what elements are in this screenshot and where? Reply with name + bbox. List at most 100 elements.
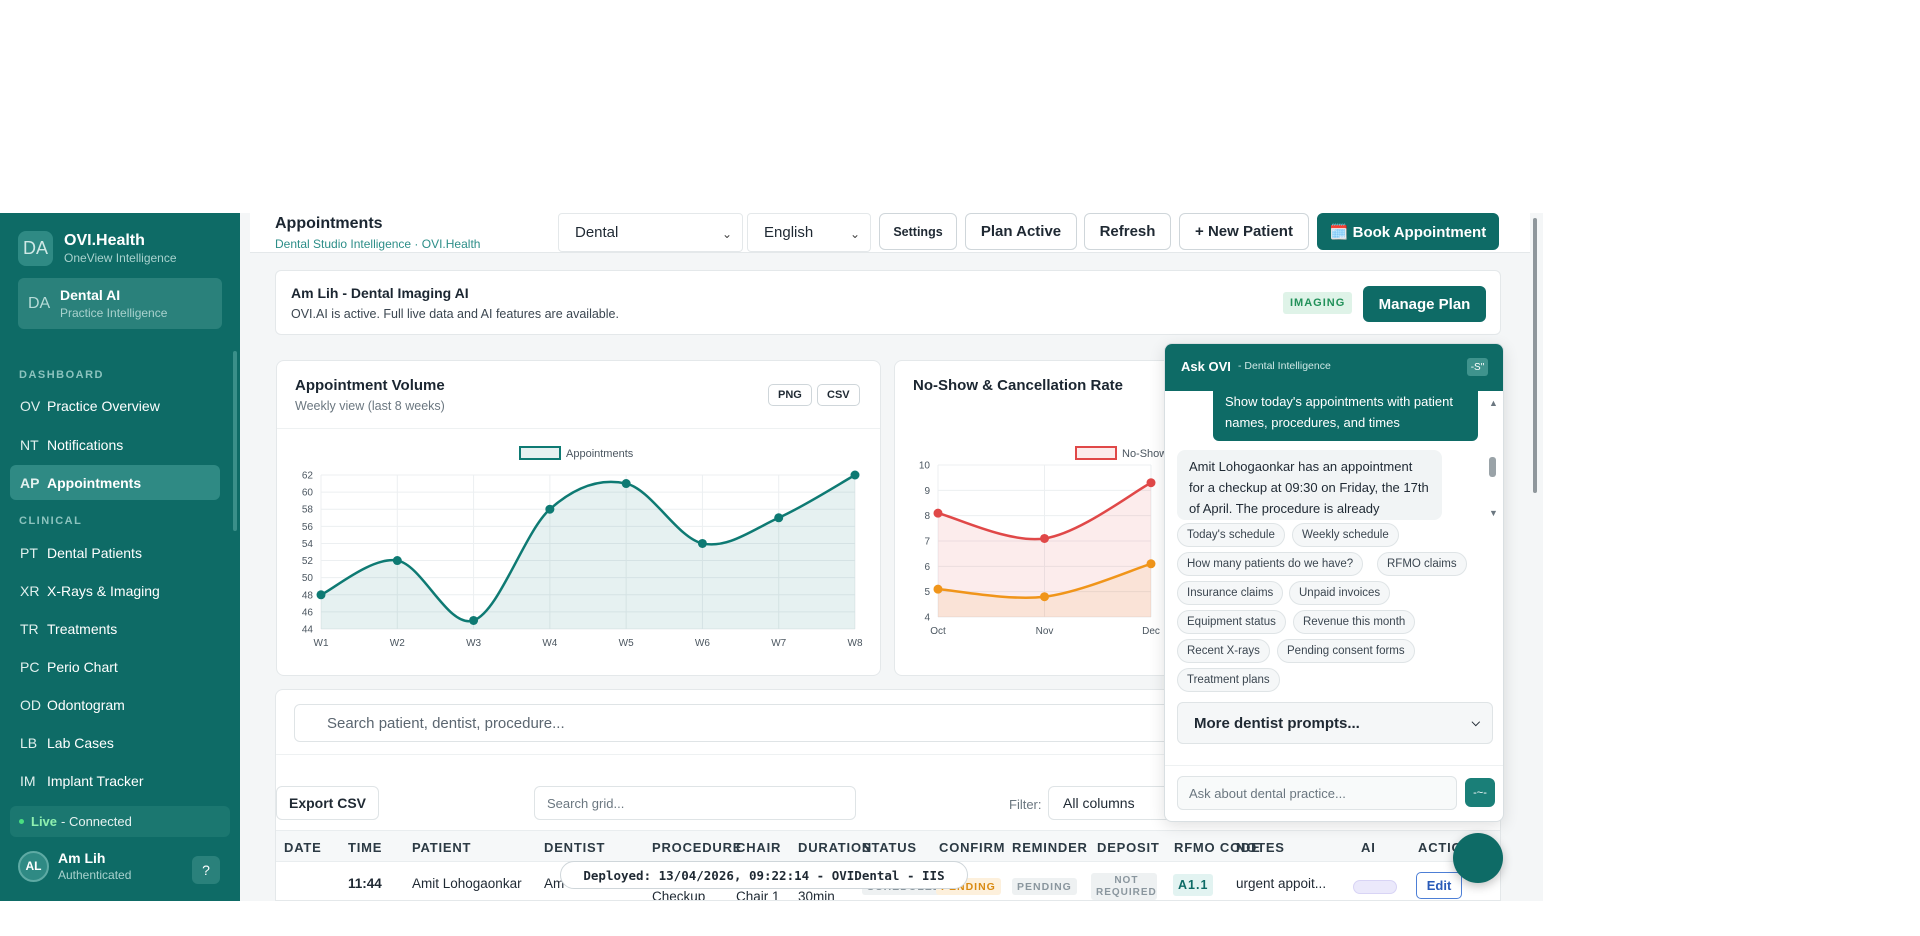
more-prompts-label: More dentist prompts... [1194, 714, 1360, 732]
sidebar-item-practice-overview[interactable]: OV Practice Overview [10, 388, 220, 423]
prompt-chip[interactable]: How many patients do we have? [1177, 552, 1364, 576]
manage-plan-button[interactable]: Manage Plan [1363, 286, 1486, 322]
legend-label: No-Show [1122, 448, 1167, 460]
chevron-down-icon: ⌵ [1471, 717, 1480, 729]
chart-subtitle: Weekly view (last 8 weeks) [295, 399, 445, 413]
language-select[interactable]: English ⌄ [747, 213, 871, 252]
sidebar-item-implant-tracker[interactable]: IM Implant Tracker [10, 763, 220, 798]
prompt-chip[interactable]: Unpaid invoices [1289, 581, 1391, 605]
column-header[interactable]: PROCEDURE [652, 840, 743, 855]
sidebar-scrollbar[interactable] [233, 351, 237, 531]
user-profile[interactable]: AL Am Lih Authenticated [18, 850, 131, 882]
deposit-badge: NOT REQUIRED [1091, 873, 1157, 900]
y-tick-label: 8 [924, 511, 930, 522]
prompt-chip[interactable]: Equipment status [1177, 610, 1286, 634]
sidebar-item-label: Practice Overview [47, 397, 160, 414]
column-header[interactable]: DATE [284, 840, 322, 855]
column-header[interactable]: NOTES [1236, 840, 1285, 855]
sidebar-item-notifications[interactable]: NT Notifications [10, 427, 220, 462]
column-header[interactable]: CONFIRM [939, 840, 1006, 855]
y-tick-label: 10 [919, 461, 931, 472]
assistant-fab-button[interactable] [1453, 833, 1503, 883]
sidebar-item-treatments[interactable]: TR Treatments [10, 611, 220, 646]
help-button[interactable]: ? [192, 856, 220, 884]
y-tick-label: 52 [302, 556, 314, 567]
sidebar-item-label: Odontogram [47, 696, 125, 713]
column-header[interactable]: CHAIR [736, 840, 782, 855]
book-appointment-button[interactable]: 🗓️ Book Appointment [1317, 213, 1499, 250]
prompt-chip[interactable]: Weekly schedule [1292, 523, 1399, 547]
x-tick-label: W1 [314, 638, 329, 649]
prompt-chip[interactable]: Treatment plans [1177, 668, 1280, 692]
chevron-down-icon: ⌄ [721, 227, 732, 241]
prompt-chip[interactable]: Insurance claims [1177, 581, 1284, 605]
legend-label: Appointments [566, 448, 634, 460]
settings-button[interactable]: Settings [879, 213, 957, 250]
column-header[interactable]: DENTIST [544, 840, 606, 855]
column-header[interactable]: DEPOSIT [1097, 840, 1160, 855]
status-live-label: Live [31, 814, 58, 829]
x-tick-label: W5 [619, 638, 634, 649]
sidebar-item-appointments[interactable]: AP Appointments [10, 465, 220, 500]
export-csv-button[interactable]: CSV [817, 384, 860, 406]
workspace-switcher[interactable]: DA Dental AI Practice Intelligence [18, 278, 222, 329]
sidebar-item-label: X-Rays & Imaging [47, 582, 160, 599]
cell-chair: Chair 1 [736, 889, 780, 901]
column-header[interactable]: PATIENT [412, 840, 472, 855]
export-png-button[interactable]: PNG [768, 384, 812, 406]
chat-scrollbar[interactable] [1489, 457, 1496, 477]
column-header[interactable]: TIME [348, 840, 383, 855]
data-point [774, 513, 784, 523]
column-header[interactable]: REMINDER [1012, 840, 1088, 855]
language-select-value: English [764, 224, 814, 241]
prompt-chip[interactable]: Recent X-rays [1177, 639, 1270, 663]
sidebar-item-lab-cases[interactable]: LB Lab Cases [10, 725, 220, 760]
sidebar-item-label: Lab Cases [47, 734, 114, 751]
column-header[interactable]: DURATION [798, 840, 873, 855]
more-prompts-select[interactable]: More dentist prompts... ⌵ [1177, 702, 1493, 744]
prompt-chip[interactable]: Pending consent forms [1277, 639, 1415, 663]
export-csv-button[interactable]: Export CSV [276, 786, 379, 820]
column-header[interactable]: RFMO CODE [1174, 840, 1261, 855]
scroll-up-icon[interactable]: ▲ [1489, 398, 1498, 408]
sidebar-item-xrays-imaging[interactable]: XR X-Rays & Imaging [10, 573, 220, 608]
new-patient-button[interactable]: + New Patient [1179, 213, 1309, 250]
page-scrollbar[interactable] [1530, 213, 1543, 901]
top-header: Appointments Dental Studio Intelligence … [250, 213, 1530, 253]
send-button[interactable]: -~- [1465, 778, 1495, 807]
plan-active-button[interactable]: Plan Active [965, 213, 1077, 250]
prompt-chip[interactable]: Revenue this month [1293, 610, 1416, 634]
status-text: - Connected [61, 814, 132, 829]
user-message: Show today's appointments with patient n… [1213, 391, 1478, 441]
refresh-button[interactable]: Refresh [1084, 213, 1171, 250]
sidebar-item-dental-patients[interactable]: PT Dental Patients [10, 535, 220, 570]
edit-button[interactable]: Edit [1416, 872, 1462, 899]
specialty-select[interactable]: Dental ⌄ [558, 213, 743, 252]
brand[interactable]: DA OVI.Health OneView Intelligence [18, 231, 177, 266]
chat-title: Ask OVI [1181, 359, 1231, 374]
sidebar-item-perio-chart[interactable]: PC Perio Chart [10, 649, 220, 684]
column-header[interactable]: AI [1361, 840, 1376, 855]
data-point [933, 508, 943, 518]
grid-search-input[interactable]: Search grid... [534, 786, 856, 820]
chat-minimize-button[interactable]: -S" [1467, 358, 1488, 376]
nav-abbr: AP [20, 474, 40, 491]
data-point [933, 584, 943, 594]
assistant-message: Amit Lohogaonkar has an appointment for … [1177, 450, 1442, 520]
scroll-down-icon[interactable]: ▼ [1489, 508, 1498, 518]
x-tick-label: W8 [848, 638, 863, 649]
cell-duration: 30min [798, 889, 835, 901]
appointment-volume-chart: 44 46 48 50 52 54 56 58 60 62 W1 W2 W3 W4 W5 W6 W7 W8 Appo… [302, 446, 863, 649]
column-header[interactable]: STATUS [862, 840, 917, 855]
chat-input[interactable]: Ask about dental practice... [1177, 776, 1457, 810]
prompt-chip[interactable]: Today's schedule [1177, 523, 1285, 547]
sidebar-item-label: Notifications [47, 436, 124, 453]
banner-title: Am Lih - Dental Imaging AI [291, 285, 469, 301]
data-point [392, 556, 402, 566]
y-tick-label: 58 [302, 505, 314, 516]
sidebar-item-odontogram[interactable]: OD Odontogram [10, 687, 220, 722]
data-point [1040, 533, 1049, 543]
prompt-chip[interactable]: RFMO claims [1377, 552, 1467, 576]
nav-abbr: PC [20, 658, 40, 675]
page-scrollbar-thumb[interactable] [1533, 218, 1537, 493]
